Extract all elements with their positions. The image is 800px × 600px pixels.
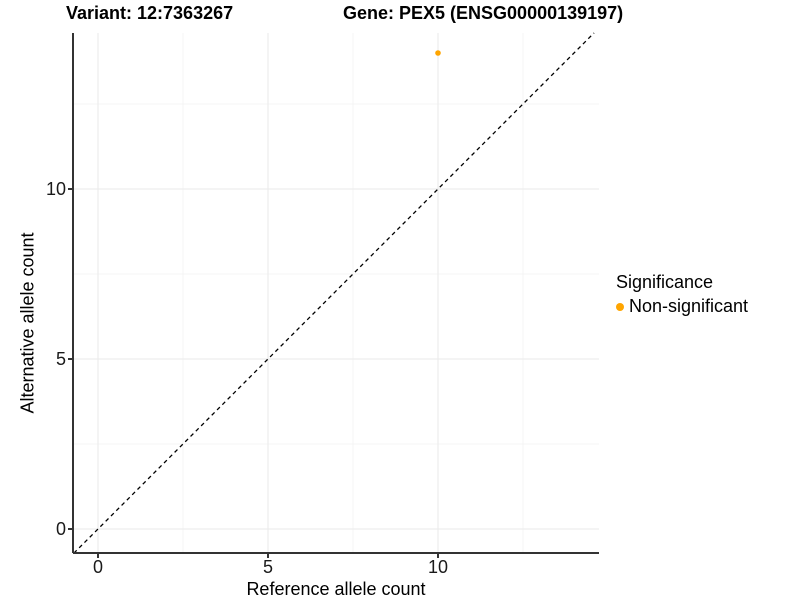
y-tick-label: 10 (46, 179, 66, 199)
y-axis-title: Alternative allele count (17, 232, 38, 414)
x-tick-label: 0 (93, 557, 103, 577)
legend-point-icon (616, 302, 624, 311)
x-axis-title: Reference allele count (246, 579, 426, 599)
gene-title: Gene: PEX5 (ENSG00000139197) (343, 3, 624, 23)
legend: Significance Non-significant (616, 272, 748, 317)
legend-title: Significance (616, 272, 714, 292)
y-tick-label: 0 (56, 519, 66, 539)
identity-line (73, 32, 595, 554)
x-tick-label: 5 (263, 557, 273, 577)
variant-title: Variant: 12:7363267 (66, 3, 234, 23)
legend-item: Non-significant (616, 296, 748, 317)
x-tick-label: 10 (428, 557, 448, 577)
y-tick-label: 5 (56, 349, 66, 369)
legend-item-label: Non-significant (629, 296, 749, 316)
data-point (435, 50, 441, 56)
